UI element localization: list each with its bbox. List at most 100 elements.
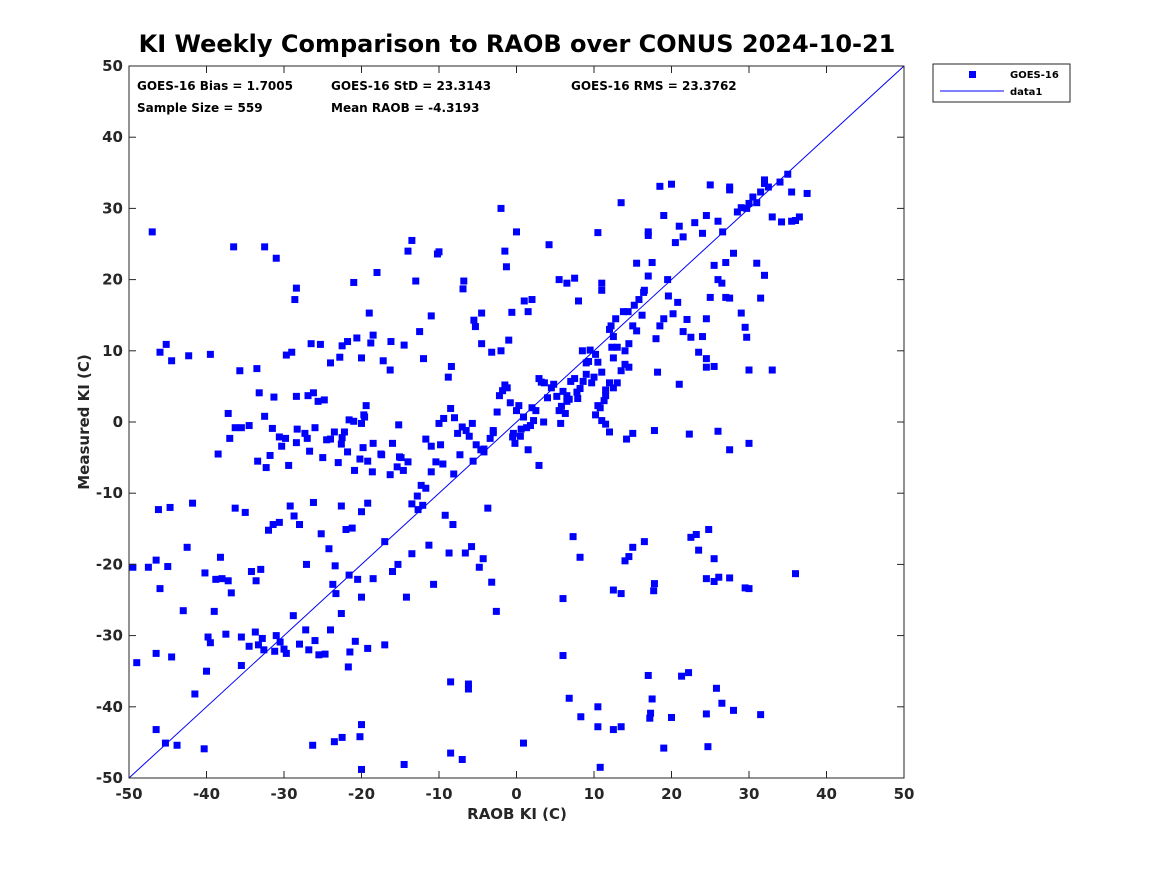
data-point bbox=[617, 590, 625, 598]
y-tick-label: 10 bbox=[102, 342, 123, 360]
data-point bbox=[718, 699, 726, 707]
data-point bbox=[633, 259, 641, 267]
data-point bbox=[745, 199, 753, 207]
data-point bbox=[695, 348, 703, 356]
data-point bbox=[526, 422, 534, 430]
data-point bbox=[633, 327, 641, 335]
data-point bbox=[497, 204, 505, 212]
data-point bbox=[373, 268, 381, 276]
data-point bbox=[161, 739, 169, 747]
ticks-layer: -50 -40 -30 -20 -10 0 10 20 30 40 50 -50 -40 -30 -20 -1… bbox=[96, 57, 915, 803]
data-point bbox=[675, 222, 683, 230]
data-point bbox=[629, 322, 637, 330]
data-point bbox=[635, 296, 643, 304]
data-point bbox=[301, 429, 309, 437]
data-point bbox=[261, 243, 269, 251]
data-point bbox=[270, 393, 278, 401]
data-point bbox=[757, 294, 765, 302]
data-point bbox=[237, 633, 245, 641]
data-point bbox=[358, 765, 365, 773]
data-point bbox=[358, 721, 365, 729]
data-point bbox=[447, 362, 455, 370]
data-point bbox=[699, 333, 706, 341]
data-point bbox=[712, 684, 720, 692]
data-point bbox=[449, 521, 457, 529]
data-point bbox=[358, 419, 365, 427]
data-point bbox=[200, 745, 208, 753]
data-point bbox=[776, 178, 784, 186]
data-point bbox=[414, 506, 422, 514]
data-point bbox=[358, 593, 365, 601]
data-point bbox=[291, 296, 299, 304]
data-point bbox=[468, 543, 476, 551]
data-point bbox=[179, 607, 187, 615]
data-point bbox=[524, 308, 532, 316]
data-point bbox=[269, 521, 277, 529]
data-point bbox=[262, 464, 270, 472]
data-point bbox=[625, 553, 633, 561]
data-point bbox=[413, 492, 421, 500]
data-point bbox=[516, 432, 524, 440]
data-point bbox=[340, 428, 348, 436]
data-point bbox=[544, 394, 551, 402]
data-point bbox=[563, 392, 571, 400]
data-point bbox=[624, 308, 632, 316]
data-point bbox=[602, 386, 610, 394]
data-point bbox=[245, 642, 253, 650]
data-point bbox=[598, 279, 606, 287]
data-point bbox=[501, 247, 509, 255]
data-point bbox=[803, 189, 811, 197]
data-point bbox=[404, 458, 412, 466]
data-point bbox=[447, 404, 455, 412]
data-point bbox=[214, 450, 222, 458]
data-point bbox=[226, 434, 234, 442]
data-point bbox=[378, 451, 386, 459]
data-point bbox=[348, 524, 356, 532]
data-point bbox=[714, 217, 722, 225]
x-tick-label: 20 bbox=[661, 785, 682, 803]
data-point bbox=[129, 563, 137, 571]
data-point bbox=[293, 425, 301, 433]
data-point bbox=[730, 706, 737, 714]
data-point bbox=[441, 511, 449, 519]
data-point bbox=[306, 447, 314, 455]
data-point bbox=[621, 360, 629, 368]
data-point bbox=[362, 402, 370, 410]
data-point bbox=[419, 501, 427, 509]
data-point bbox=[743, 204, 751, 212]
data-point bbox=[702, 575, 710, 583]
data-point bbox=[402, 593, 410, 601]
data-point bbox=[505, 336, 513, 344]
data-point bbox=[722, 259, 730, 267]
data-point bbox=[432, 458, 440, 466]
data-point bbox=[578, 347, 586, 355]
data-point bbox=[592, 350, 600, 358]
data-point bbox=[296, 640, 303, 648]
data-point bbox=[311, 424, 319, 432]
data-point bbox=[757, 188, 765, 196]
data-point bbox=[260, 646, 268, 654]
data-point bbox=[337, 610, 345, 618]
data-point bbox=[647, 709, 655, 717]
data-point bbox=[710, 362, 718, 370]
stat-bias: GOES-16 Bias = 1.7005 bbox=[137, 79, 293, 93]
data-point bbox=[656, 322, 664, 330]
data-point bbox=[545, 241, 553, 249]
data-point bbox=[582, 370, 590, 378]
data-point bbox=[338, 733, 346, 741]
data-point bbox=[650, 427, 658, 435]
data-point bbox=[675, 380, 683, 388]
data-point bbox=[687, 333, 695, 341]
stat-std: GOES-16 StD = 23.3143 bbox=[331, 79, 491, 93]
data-point bbox=[488, 578, 496, 586]
data-point bbox=[743, 333, 751, 341]
data-point bbox=[577, 713, 585, 721]
data-point bbox=[437, 441, 445, 449]
data-point bbox=[359, 444, 367, 452]
data-point bbox=[788, 217, 796, 225]
data-point bbox=[266, 451, 274, 459]
data-point bbox=[206, 350, 214, 358]
data-point bbox=[571, 274, 579, 282]
data-point bbox=[555, 276, 563, 284]
y-tick-label: 0 bbox=[113, 413, 123, 431]
